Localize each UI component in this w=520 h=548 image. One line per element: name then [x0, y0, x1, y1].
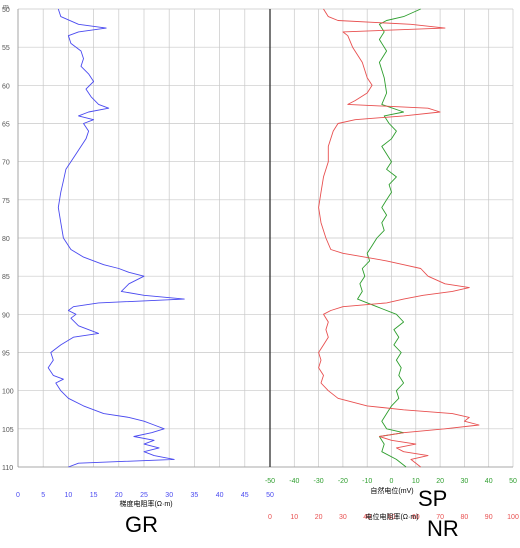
gr-axis-title: 梯度电阻率(Ω·m): [119, 499, 172, 508]
sp-label: SP: [418, 486, 448, 511]
sp-tick-label: 40: [485, 478, 493, 485]
gr-tick-label: 20: [115, 492, 123, 499]
nr-tick-label: 60: [412, 514, 420, 521]
gr-tick-label: 5: [41, 492, 45, 499]
depth-tick-label: 70: [2, 160, 10, 167]
depth-tick-label: 50: [2, 7, 10, 14]
depth-tick-label: 95: [2, 351, 10, 358]
nr-tick-label: 0: [268, 514, 272, 521]
depth-tick-label: 110: [2, 465, 13, 472]
sp-tick-label: -10: [362, 478, 372, 485]
gr-tick-label: 35: [191, 492, 199, 499]
sp-tick-label: 0: [390, 478, 394, 485]
depth-tick-label: 85: [2, 274, 10, 281]
depth-tick-label: 75: [2, 198, 10, 205]
nr-tick-label: 90: [485, 514, 493, 521]
sp-tick-label: 30: [461, 478, 469, 485]
sp-tick-label: -40: [289, 478, 299, 485]
depth-tick-label: 100: [2, 389, 14, 396]
sp-tick-label: 20: [436, 478, 444, 485]
gr-tick-label: 40: [216, 492, 224, 499]
gr-tick-label: 45: [241, 492, 249, 499]
gr-tick-label: 30: [165, 492, 173, 499]
sp-axis-title: 自然电位(mV): [370, 486, 413, 495]
nr-label: NR: [427, 516, 459, 541]
nr-series-line: [318, 8, 480, 468]
nr-axis-title: 电位电阻率(Ω·m): [365, 512, 418, 521]
nr-tick-label: 40: [363, 514, 371, 521]
gr-tick-label: 15: [90, 492, 98, 499]
depth-tick-label: 105: [2, 427, 14, 434]
nr-tick-label: 80: [461, 514, 469, 521]
nr-tick-label: 20: [315, 514, 323, 521]
nr-tick-label: 30: [339, 514, 347, 521]
grid-layer: [17, 8, 514, 468]
depth-tick-label: 60: [2, 83, 10, 90]
depth-tick-label: 65: [2, 122, 10, 129]
depth-tick-label: 80: [2, 236, 10, 243]
nr-tick-label: 10: [290, 514, 298, 521]
depth-tick-label: 55: [2, 45, 10, 52]
sp-tick-label: 50: [509, 478, 517, 485]
sp-tick-label: -50: [265, 478, 275, 485]
gr-tick-label: 25: [140, 492, 148, 499]
depth-unit-label: m: [3, 4, 9, 11]
sp-tick-label: -20: [338, 478, 348, 485]
sp-tick-label: -30: [314, 478, 324, 485]
series-layer: [47, 8, 480, 468]
gr-series-line: [47, 8, 185, 468]
gr-label: GR: [125, 512, 158, 537]
sp-tick-label: 10: [412, 478, 420, 485]
nr-tick-label: 70: [436, 514, 444, 521]
gr-tick-label: 0: [16, 492, 20, 499]
depth-tick-label: 90: [2, 312, 10, 319]
sp-series-line: [357, 8, 421, 468]
nr-tick-label: 50: [388, 514, 396, 521]
gr-tick-label: 50: [266, 492, 274, 499]
nr-tick-label: 100: [507, 514, 519, 521]
gr-tick-label: 10: [65, 492, 73, 499]
